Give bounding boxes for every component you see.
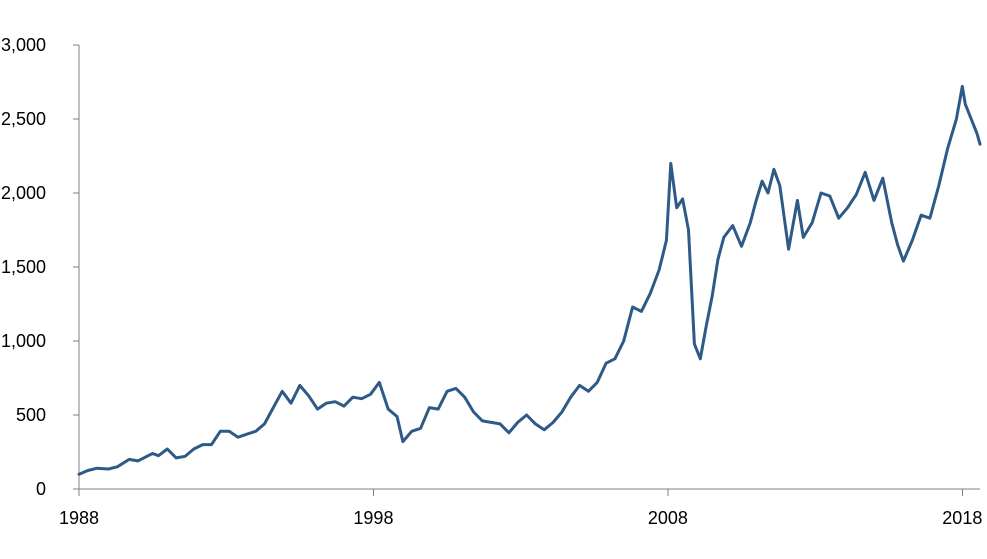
- x-tick-label: 2018: [942, 508, 982, 528]
- x-tick-label: 1998: [353, 508, 393, 528]
- y-tick-label: 3,000: [1, 35, 46, 55]
- y-axis: 0 500 1,000 1,500 2,000 2,500 3,000: [1, 35, 80, 499]
- series-line: [77, 84, 982, 476]
- y-tick-label: 500: [16, 405, 46, 425]
- x-tick-label: 2008: [648, 508, 688, 528]
- x-axis: 1988 1998 2008 2018: [59, 488, 982, 528]
- y-tick-label: 1,000: [1, 331, 46, 351]
- series-area: [77, 84, 982, 476]
- y-tick-label: 2,000: [1, 183, 46, 203]
- y-tick-label: 2,500: [1, 109, 46, 129]
- y-tick-label: 1,500: [1, 257, 46, 277]
- x-tick-label: 1988: [59, 508, 99, 528]
- y-tick-label: 0: [36, 479, 46, 499]
